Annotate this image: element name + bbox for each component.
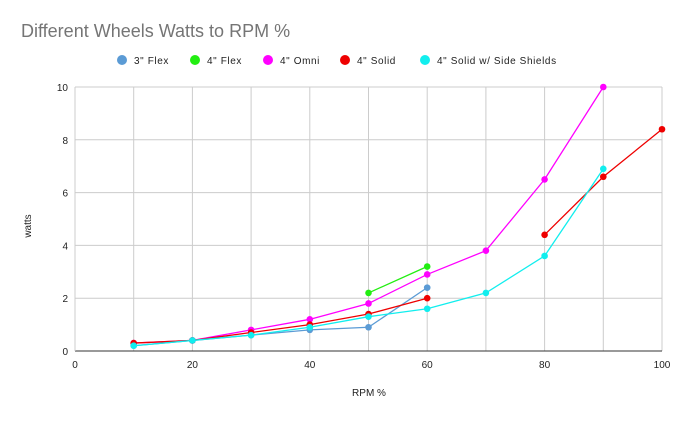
legend-label: 4" Flex (207, 56, 242, 67)
legend-label: 4" Solid (357, 56, 396, 67)
data-point (189, 337, 196, 344)
legend-swatch (190, 55, 200, 65)
data-point (247, 331, 255, 339)
legend-item: 4" Omni (263, 55, 320, 67)
legend-swatch (340, 55, 350, 65)
legend-swatch (117, 55, 127, 65)
y-tick-label: 2 (62, 294, 68, 305)
y-tick-label: 10 (57, 83, 69, 94)
legend-label: 3" Flex (134, 56, 169, 67)
series-5 (130, 165, 607, 350)
legend-item: 4" Flex (190, 55, 242, 67)
legend-swatch (420, 55, 430, 65)
x-axis-label: RPM % (352, 388, 386, 399)
data-point (365, 313, 372, 320)
y-tick-label: 4 (62, 241, 68, 252)
axes: 0 20 40 60 80 100 0 2 4 6 8 10 (57, 83, 671, 371)
x-tick-label: 40 (304, 360, 316, 371)
y-tick-label: 6 (62, 189, 68, 200)
data-point (482, 247, 490, 254)
legend-label: 4" Solid w/ Side Shields (437, 56, 557, 67)
legend-item: 4" Solid w/ Side Shields (420, 55, 557, 67)
data-point (423, 294, 431, 302)
data-point (541, 176, 548, 183)
series-line (368, 265, 428, 294)
data-point (365, 289, 372, 297)
series-line (133, 297, 428, 344)
data-point (541, 231, 548, 239)
x-tick-label: 100 (654, 360, 671, 371)
data-point (482, 289, 490, 297)
x-tick-label: 60 (422, 360, 434, 371)
legend-swatch (263, 55, 273, 65)
data-point (423, 271, 431, 278)
x-tick-label: 0 (72, 360, 78, 371)
data-point (423, 263, 431, 270)
data-point (306, 316, 314, 323)
series-group (130, 83, 666, 350)
data-point (600, 165, 607, 173)
data-point (306, 323, 314, 331)
data-point (423, 305, 431, 313)
legend-item: 3" Flex (117, 55, 169, 67)
data-point (600, 83, 607, 91)
legend-item: 4" Solid (340, 55, 396, 67)
series-2 (365, 263, 431, 297)
y-tick-label: 8 (62, 136, 68, 147)
x-tick-label: 80 (539, 360, 551, 371)
y-tick-label: 0 (62, 347, 68, 358)
data-point (130, 342, 137, 350)
data-point (365, 300, 372, 307)
x-tick-label: 20 (187, 360, 199, 371)
y-axis-label: watts (23, 214, 34, 238)
legend: 3" Flex 4" Flex 4" Omni 4" Solid 4" Solid w/… (117, 55, 557, 67)
data-point (600, 173, 607, 181)
chart-title: Different Wheels Watts to RPM % (21, 21, 290, 41)
series-1 (130, 284, 431, 350)
grid (75, 86, 663, 351)
data-point (423, 284, 431, 291)
data-point (541, 252, 548, 260)
data-point (658, 125, 666, 133)
data-point (365, 323, 372, 331)
legend-label: 4" Omni (280, 56, 320, 67)
